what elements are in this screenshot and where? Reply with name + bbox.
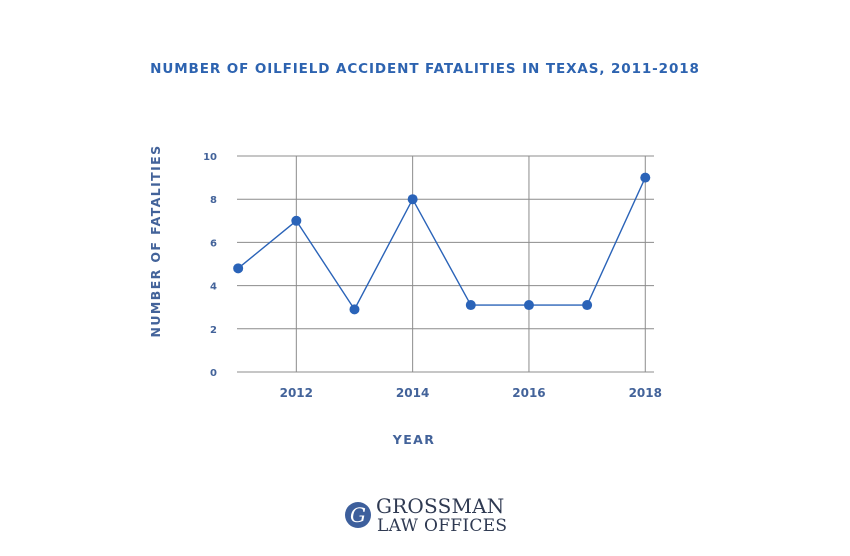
data-point [640,172,651,183]
x-axis-ticks: 2012 2014 2016 2018 [280,386,662,400]
grid [237,155,654,373]
y-tick-label: 8 [210,195,217,206]
x-tick-label: 2014 [396,386,429,400]
series-line [237,177,646,311]
series-fatalities [233,172,651,315]
x-tick-label: 2012 [280,386,313,400]
data-point [233,263,244,274]
y-tick-label: 6 [210,238,217,249]
x-axis-title: YEAR [392,432,436,447]
x-tick-label: 2018 [629,386,662,400]
data-point [465,300,476,311]
x-tick-label: 2016 [512,386,545,400]
y-tick-label: 0 [210,368,217,379]
y-tick-label: 4 [210,282,217,293]
y-tick-label: 2 [210,325,217,336]
data-point [582,300,593,311]
brand-logo: G GROSSMAN LAW OFFICES [345,494,507,536]
data-point [523,300,534,311]
logo-letter: G [350,503,366,527]
y-axis-ticks: 0 2 4 6 8 10 [203,152,217,379]
brand-subtitle: LAW OFFICES [377,516,507,536]
brand-name: GROSSMAN [376,494,505,518]
data-point [349,304,360,315]
y-tick-label: 10 [203,152,217,163]
data-point [291,215,302,226]
data-point [407,194,418,205]
logo-emblem-icon [345,502,371,528]
chart-title: NUMBER OF OILFIELD ACCIDENT FATALITIES I… [150,61,700,77]
y-axis-title: NUMBER OF FATALITIES [148,145,163,338]
